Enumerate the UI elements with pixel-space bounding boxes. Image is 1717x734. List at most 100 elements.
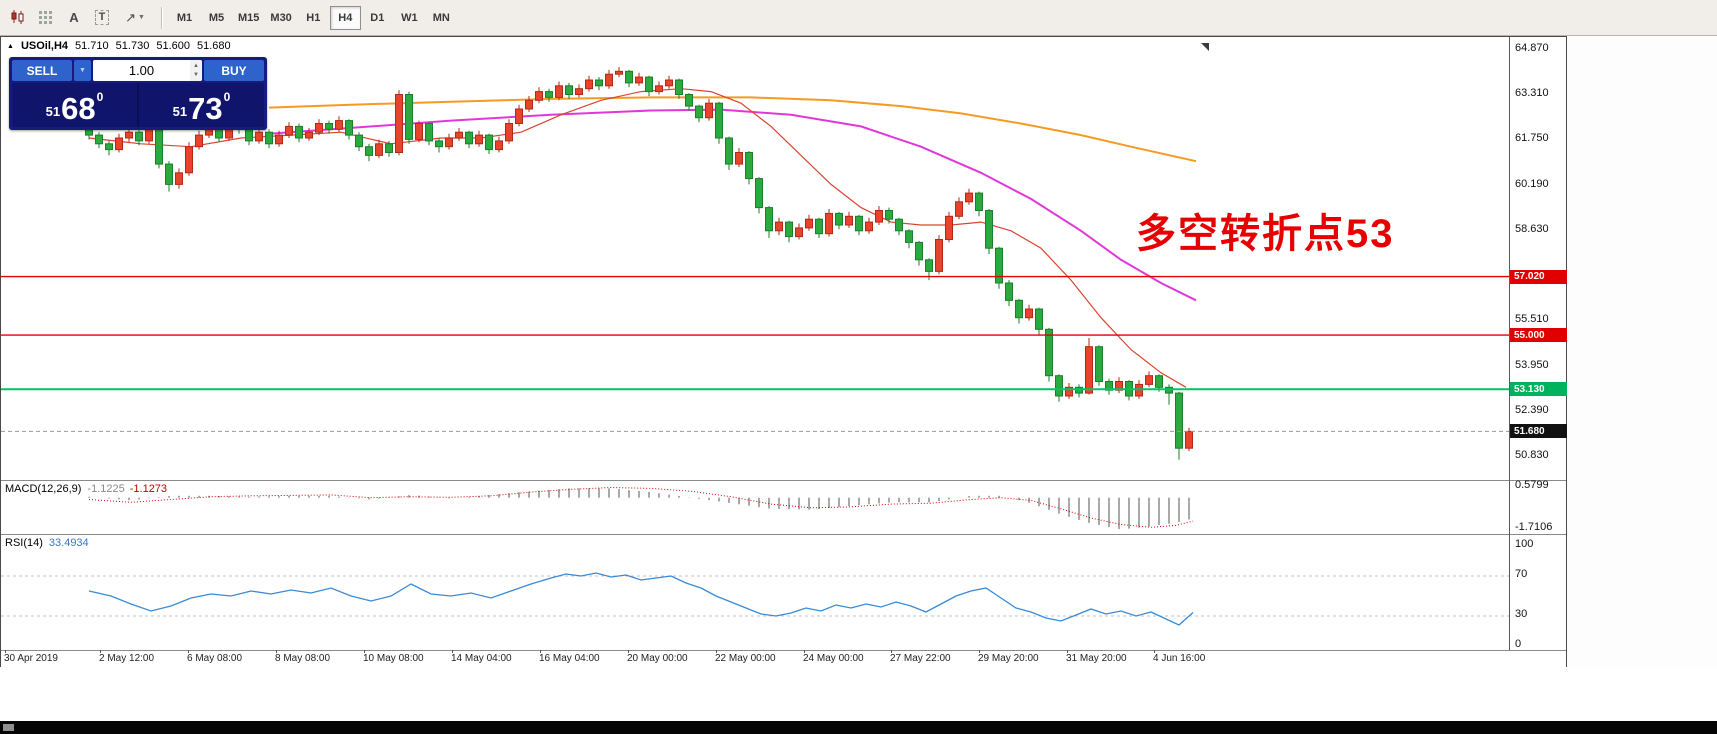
candle-body [165, 163, 173, 185]
macd-signal-line [88, 486, 1194, 528]
volume-stepper[interactable]: ▲ ▼ [190, 60, 202, 81]
time-axis-label: 14 May 04:00 [451, 653, 512, 664]
candlestick-chart-icon [11, 10, 23, 24]
textbox-tool-button[interactable]: T [88, 5, 116, 31]
candle-body [645, 76, 653, 93]
price-axis-label: 58.630 [1515, 222, 1549, 235]
candle-body [805, 218, 813, 229]
time-axis-tick [452, 650, 453, 653]
candle-body [635, 76, 643, 84]
chart-type-icon[interactable] [4, 5, 32, 31]
candle-body [1035, 308, 1043, 330]
candle-body [155, 128, 163, 165]
volume-field-wrap: ▲ ▼ [93, 60, 202, 81]
volume-dropdown-button[interactable]: ▼ [74, 60, 91, 81]
candle-body [85, 128, 93, 136]
candle-body [285, 125, 293, 136]
timeframe-button-m5[interactable]: M5 [201, 6, 232, 30]
candle-body [95, 134, 103, 145]
macd-name: MACD(12,26,9) [5, 483, 82, 495]
bar-high: 51.730 [115, 40, 150, 52]
indicators-grid-icon[interactable] [32, 5, 60, 31]
rsi-axis-label: 30 [1515, 608, 1528, 620]
buy-button[interactable]: BUY [204, 60, 264, 81]
price-chart[interactable] [1, 37, 1509, 480]
volume-input[interactable] [93, 60, 190, 81]
chart-shift-marker-icon [1201, 43, 1209, 51]
candle-body [1025, 308, 1033, 319]
candle-body [555, 85, 563, 98]
candle-body [435, 140, 443, 148]
candle-body [275, 134, 283, 145]
draw-arrow-tool-button[interactable]: ↗ ▼ [116, 5, 154, 31]
workspace-bottom-strip [0, 667, 1717, 721]
timeframe-button-h4[interactable]: H4 [329, 5, 361, 30]
ma_orange-line [268, 96, 1197, 163]
candle-body [495, 140, 503, 151]
timeframe-button-m30[interactable]: M30 [265, 6, 296, 30]
price-axis-badge: 53.130 [1510, 382, 1567, 397]
price-axis-badge: 55.000 [1510, 328, 1567, 343]
candle-body [695, 105, 703, 119]
stepper-down-icon: ▼ [193, 71, 199, 78]
candle-body [795, 227, 803, 238]
timeframe-button-d1[interactable]: D1 [362, 6, 393, 30]
candle-body [995, 247, 1003, 284]
bottom-bar [0, 721, 1717, 734]
rsi-value: 33.4934 [48, 537, 89, 549]
buy-price[interactable]: 51 73 0 [139, 83, 264, 127]
time-axis-label: 30 Apr 2019 [4, 653, 58, 664]
sell-price[interactable]: 51 68 0 [12, 83, 137, 127]
candle-body [1065, 386, 1073, 397]
candle-body [835, 212, 843, 226]
candle-body [305, 131, 313, 139]
candle-body [585, 79, 593, 90]
candle-body [775, 221, 783, 232]
candle-body [1055, 375, 1063, 397]
macd-signal-value: -1.1273 [129, 483, 168, 495]
bottom-bar-chip [3, 724, 14, 731]
grid-icon [39, 10, 52, 24]
candle-body [335, 120, 343, 130]
timeframe-button-w1[interactable]: W1 [394, 6, 425, 30]
candle-body [925, 259, 933, 272]
candle-body [565, 85, 573, 95]
time-axis-tick [979, 650, 980, 653]
macd-axis-label: -1.7106 [1515, 521, 1553, 534]
candle-body [735, 152, 743, 165]
bar-open: 51.710 [75, 40, 109, 52]
candle-body [615, 70, 623, 75]
timeframe-button-h1[interactable]: H1 [298, 6, 329, 30]
macd-chart [88, 486, 1194, 530]
price-axis-label: 61.750 [1515, 132, 1549, 145]
bar-close: 51.680 [196, 40, 231, 52]
time-axis-tick [100, 650, 101, 653]
candle-body [725, 137, 733, 165]
time-axis-tick [716, 650, 717, 653]
timeframe-button-m15[interactable]: M15 [233, 6, 264, 30]
time-axis-tick [5, 650, 6, 653]
one-click-trading-panel: SELL ▼ ▲ ▼ BUY 51 68 0 [9, 57, 267, 130]
buy-price-sup: 0 [223, 90, 231, 104]
candle-body [345, 120, 353, 136]
bar-low: 51.600 [156, 40, 190, 52]
candle-body [255, 131, 263, 142]
candle-body [385, 143, 393, 154]
timeframe-button-m1[interactable]: M1 [169, 6, 200, 30]
text-label-tool-button[interactable]: A [60, 5, 88, 31]
candle-body [975, 192, 983, 212]
candle-body [715, 102, 723, 139]
candle-body [245, 128, 253, 142]
candle-body [145, 128, 153, 142]
macd-axis-label: 0.5799 [1515, 478, 1549, 491]
timeframe-group: M1 M5 M15 M30 H1 H4 D1 W1 MN [169, 5, 457, 30]
candle-body [545, 91, 553, 98]
time-axis-tick [1154, 650, 1155, 653]
candle-body [405, 94, 413, 140]
timeframe-button-mn[interactable]: MN [426, 6, 457, 30]
toolbar-separator [161, 6, 162, 29]
time-axis-tick [364, 650, 365, 653]
time-axis-label: 16 May 04:00 [539, 653, 600, 664]
sell-button[interactable]: SELL [12, 60, 72, 81]
